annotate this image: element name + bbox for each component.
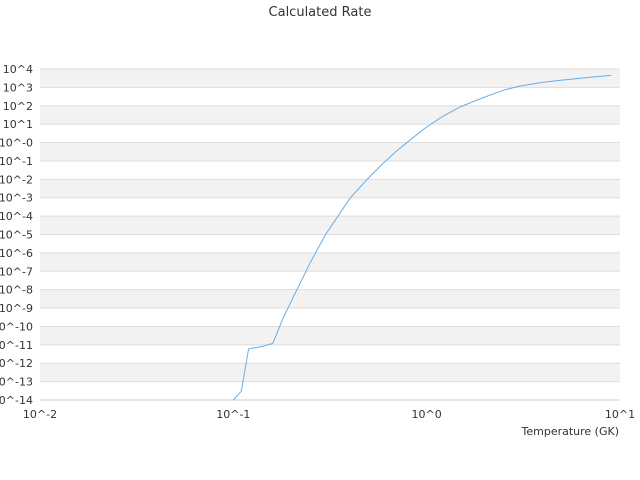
x-tick-label: 10^0 <box>412 408 442 421</box>
y-tick-label: 10^-10 <box>0 320 33 333</box>
y-tick-label: 10^-12 <box>0 357 33 370</box>
y-tick-label: 10^-14 <box>0 394 33 407</box>
y-tick-label: 10^-5 <box>0 229 33 242</box>
x-axis-label: Temperature (GK) <box>521 425 620 438</box>
y-tick-label: 10^-7 <box>0 265 33 278</box>
grid-band <box>40 142 620 161</box>
y-tick-label: 10^-4 <box>0 210 33 223</box>
x-tick-label: 10^-1 <box>216 408 250 421</box>
series-line <box>232 74 612 401</box>
y-tick-label: 10^3 <box>3 81 33 94</box>
y-tick-label: 10^2 <box>3 100 33 113</box>
x-tick-label: 10^1 <box>605 408 635 421</box>
y-tick-label: 10^4 <box>3 63 33 76</box>
grid-band <box>40 363 620 382</box>
grid-band <box>40 216 620 235</box>
y-tick-label: 10^-2 <box>0 173 33 186</box>
y-tick-label: 10^-1 <box>0 155 33 168</box>
grid-band <box>40 69 620 88</box>
grid-band <box>40 326 620 345</box>
x-tick-labels: 10^-2 10^-1 10^0 10^1 <box>23 408 635 421</box>
y-tick-label: 10^-11 <box>0 339 33 352</box>
y-tick-label: 10^-13 <box>0 376 33 389</box>
grid-band <box>40 179 620 198</box>
y-tick-label: 10^-8 <box>0 284 33 297</box>
grid-bands <box>40 69 620 382</box>
y-tick-label: 10^1 <box>3 118 33 131</box>
grid-band <box>40 105 620 125</box>
grid-lines <box>40 68 620 401</box>
y-tick-label: 10^-6 <box>0 247 33 260</box>
series-lines <box>232 74 612 401</box>
y-tick-labels: 10^4 10^3 10^2 10^1 10^-0 10^-1 10^-2 10^-3 10^-… <box>0 63 33 407</box>
chart-title: Calculated Rate <box>269 5 372 20</box>
y-tick-label: 10^-9 <box>0 302 33 315</box>
x-tick-label: 10^-2 <box>23 408 57 421</box>
grid-band <box>40 289 620 309</box>
y-tick-label: 10^-0 <box>0 137 33 150</box>
y-tick-label: 10^-3 <box>0 192 33 205</box>
grid-band <box>40 252 620 272</box>
